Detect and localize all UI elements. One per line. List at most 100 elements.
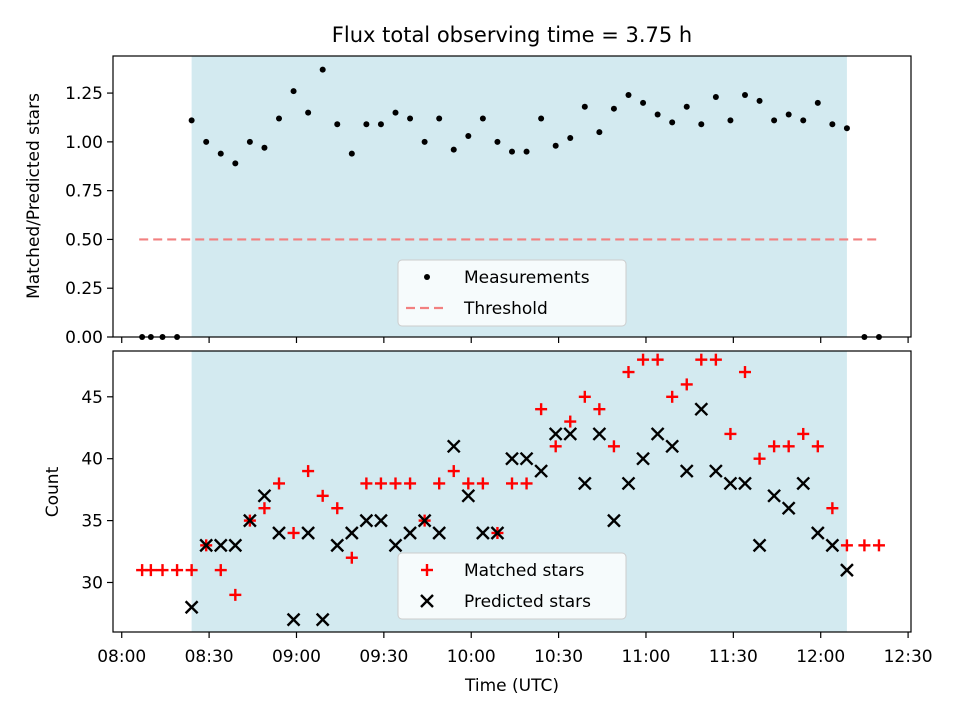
matched-star-point xyxy=(578,390,591,403)
measurement-point xyxy=(567,134,574,141)
predicted-star-point xyxy=(330,538,345,553)
predicted-star-point xyxy=(723,476,738,491)
measurement-point xyxy=(829,121,836,128)
measurement-point xyxy=(771,117,778,124)
predicted-star-point xyxy=(505,451,519,466)
measurement-point xyxy=(741,92,748,99)
measurement-point xyxy=(392,109,399,116)
matched-star-point xyxy=(872,539,885,552)
matched-star-point xyxy=(520,477,533,490)
predicted-star-point xyxy=(315,612,330,627)
bottom-y-tick-label: 45 xyxy=(81,388,103,408)
x-tick-label: 12:30 xyxy=(884,647,933,667)
measurement-point xyxy=(756,97,763,104)
predicted-star-point xyxy=(665,439,680,454)
measurement-point xyxy=(188,117,195,124)
matched-star-point xyxy=(840,539,853,552)
matched-star-point xyxy=(316,489,329,502)
predicted-star-point xyxy=(563,427,578,441)
matched-star-point xyxy=(607,440,620,453)
bottom-y-tick-label: 30 xyxy=(81,573,103,593)
measurement-point xyxy=(654,111,661,118)
matched-star-point xyxy=(797,427,810,440)
predicted-star-point xyxy=(243,513,257,528)
measurement-point xyxy=(479,115,486,122)
predicted-star-point xyxy=(752,538,767,553)
matched-star-point xyxy=(156,564,169,577)
matched-star-point xyxy=(535,403,548,416)
measurement-point xyxy=(610,105,617,112)
predicted-star-point xyxy=(621,476,636,491)
matched-star-point xyxy=(447,465,460,478)
measurement-point xyxy=(290,88,297,95)
predicted-star-point xyxy=(840,563,854,577)
measurement-point xyxy=(538,115,545,122)
predicted-star-point xyxy=(184,600,199,615)
predicted-star-point xyxy=(592,427,607,441)
matched-star-point xyxy=(724,427,737,440)
measurement-point xyxy=(305,109,312,116)
predicted-star-point xyxy=(417,513,432,528)
predicted-star-point xyxy=(694,402,709,417)
bottom-panel: 30 35 40 45 08:00 08:30 09:00 09:30 10:00 10:30 11… xyxy=(81,350,933,667)
predicted-star-point xyxy=(461,488,476,503)
matched-star-point xyxy=(273,477,286,490)
measurement-point xyxy=(698,121,705,128)
x-tick-label: 09:30 xyxy=(359,647,408,667)
measurement-point xyxy=(465,133,472,140)
matched-star-point xyxy=(374,477,387,490)
matched-star-point xyxy=(506,477,518,490)
predicted-star-point xyxy=(476,526,490,540)
measurement-point xyxy=(421,138,428,145)
matched-star-point xyxy=(651,353,664,366)
measurement-point xyxy=(785,111,792,118)
measurement-point xyxy=(843,125,850,132)
predicted-star-point xyxy=(199,538,214,553)
measurement-point xyxy=(712,93,719,100)
measurement-point xyxy=(683,103,690,110)
matched-star-point xyxy=(564,415,577,428)
matched-star-point xyxy=(782,440,795,453)
predicted-star-point xyxy=(359,513,374,528)
matched-star-point xyxy=(389,477,402,490)
measurement-point xyxy=(727,117,734,124)
measurement-point xyxy=(596,129,603,136)
measurement-point xyxy=(436,115,443,122)
matched-star-point xyxy=(433,477,446,490)
matched-star-point xyxy=(622,366,635,379)
measurement-point xyxy=(552,142,559,149)
predicted-star-point xyxy=(810,526,825,540)
measurement-point xyxy=(377,121,384,128)
matched-star-point xyxy=(287,526,300,539)
top-legend: Measurements Threshold xyxy=(397,259,627,327)
matched-star-point xyxy=(666,390,679,403)
matched-star-point xyxy=(144,564,157,577)
predicted-star-point xyxy=(577,476,592,491)
predicted-star-point xyxy=(228,538,243,553)
predicted-star-point xyxy=(796,476,811,491)
measurement-point xyxy=(669,119,676,126)
matched-star-point xyxy=(331,502,344,515)
measurement-point xyxy=(494,138,501,145)
matched-star-point xyxy=(462,477,475,490)
measurement-point xyxy=(640,99,647,106)
bottom-axes-frame xyxy=(112,350,912,633)
matched-star-point xyxy=(302,465,315,478)
predicted-star-point xyxy=(519,451,534,466)
matched-star-point xyxy=(753,452,766,465)
measurement-point xyxy=(261,144,268,151)
legend-matched-marker xyxy=(421,564,433,576)
measurement-point xyxy=(246,138,253,145)
measurement-point xyxy=(319,66,326,73)
predicted-star-point xyxy=(534,464,548,478)
matched-star-point xyxy=(811,440,824,453)
measurement-point xyxy=(363,121,370,128)
x-tick-label: 09:00 xyxy=(272,647,321,667)
matched-star-point xyxy=(214,564,227,577)
x-tick-label: 11:00 xyxy=(621,647,670,667)
top-y-tick-label: 0.75 xyxy=(65,182,103,202)
x-tick-label: 10:30 xyxy=(534,647,583,667)
measurement-point xyxy=(217,150,224,157)
legend-label: Threshold xyxy=(463,299,548,319)
